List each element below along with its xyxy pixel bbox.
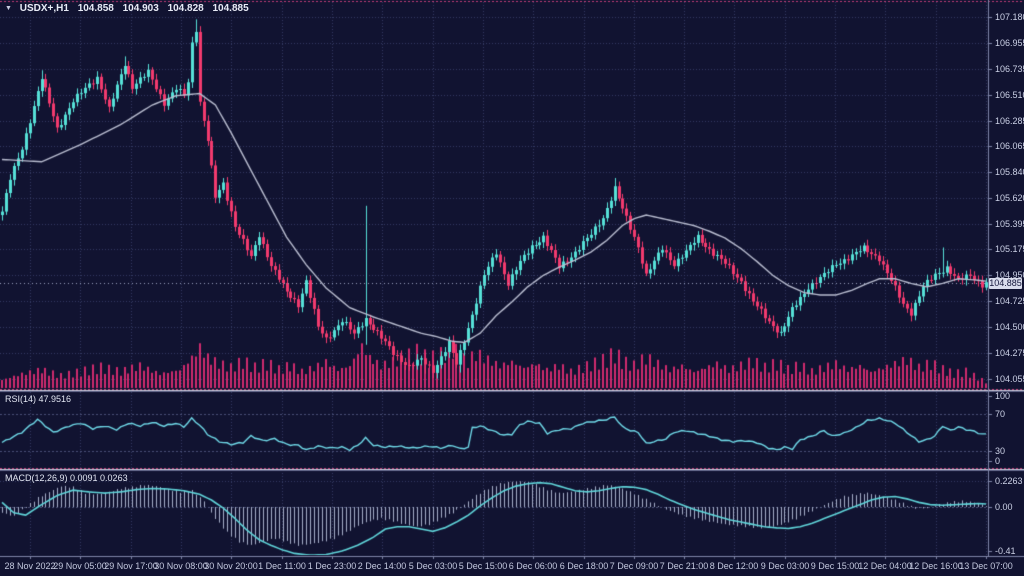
symbol-info: ▼ USDX+,H1 104.858 104.903 104.828 104.8…: [5, 3, 249, 14]
ohlc-open: 104.858: [77, 3, 114, 14]
current-price-tag: 104.885: [989, 278, 1022, 289]
ohlc-low: 104.828: [167, 3, 204, 14]
macd-indicator-label: MACD(12,26,9) 0.0091 0.0263: [5, 473, 128, 483]
ohlc-close: 104.885: [212, 3, 249, 14]
symbol-name: USDX+,H1: [19, 3, 69, 14]
rsi-indicator-label: RSI(14) 47.9516: [5, 394, 72, 404]
ohlc-high: 104.903: [122, 3, 159, 14]
symbol-collapse-icon[interactable]: ▼: [5, 5, 12, 12]
